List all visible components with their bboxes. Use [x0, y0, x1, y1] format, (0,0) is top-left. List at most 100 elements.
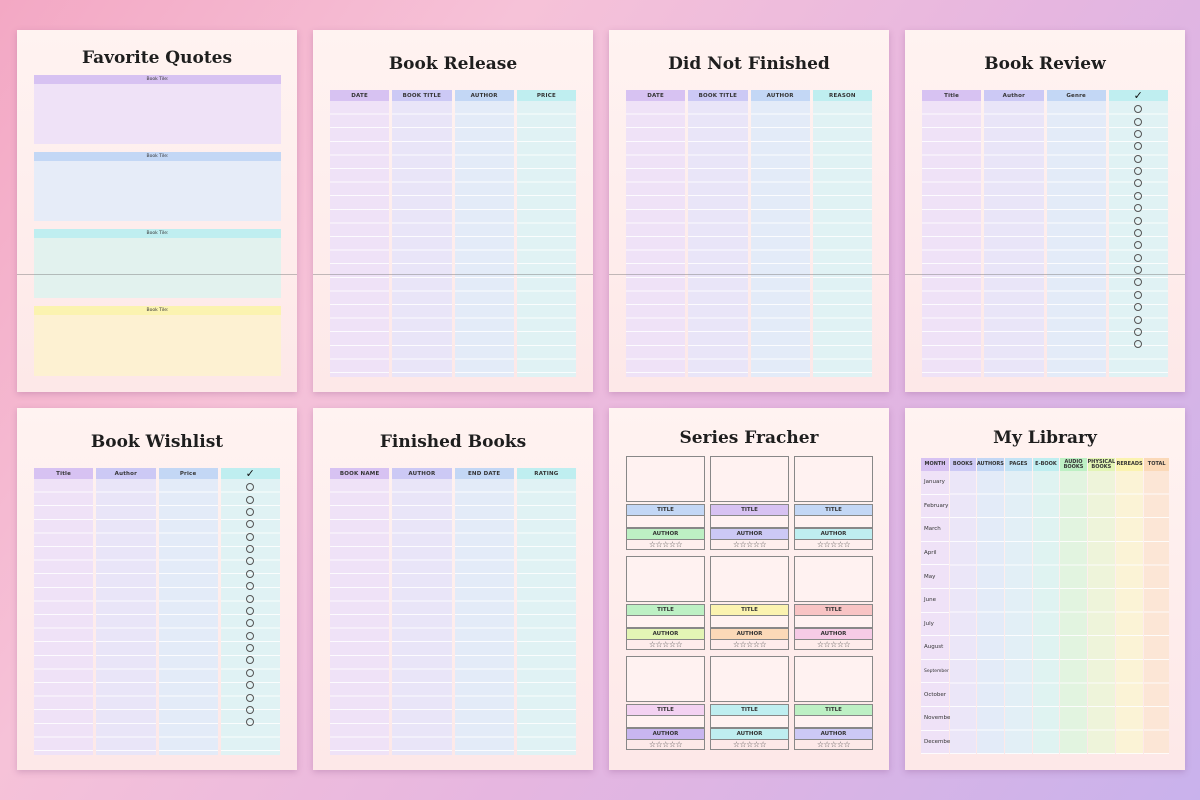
column-body[interactable] [984, 101, 1044, 377]
checkbox-circle[interactable] [1134, 167, 1143, 176]
series-title-field[interactable] [794, 716, 873, 728]
checkbox-circle[interactable] [246, 644, 255, 653]
checkbox-circle[interactable] [1134, 204, 1143, 213]
checkbox-circle[interactable] [1134, 117, 1143, 126]
column-body[interactable] [34, 479, 94, 755]
checkbox-circle[interactable] [1134, 278, 1143, 287]
checkbox-circle[interactable] [1134, 105, 1143, 114]
checkbox-circle[interactable] [246, 681, 255, 690]
series-cover-box[interactable] [794, 556, 873, 602]
column-body[interactable] [1115, 471, 1144, 754]
checkbox-circle[interactable] [246, 693, 255, 702]
checkbox-circle[interactable] [1134, 327, 1143, 336]
series-title-field[interactable] [710, 616, 789, 628]
checkbox-circle[interactable] [1134, 303, 1143, 312]
checkbox-circle[interactable] [246, 569, 255, 578]
checkbox-circle[interactable] [1134, 216, 1143, 225]
series-cover-box[interactable] [710, 556, 789, 602]
column-body[interactable] [1060, 471, 1087, 754]
star-rating-icon[interactable]: ☆☆☆☆☆ [794, 640, 873, 650]
column-body[interactable] [1144, 471, 1169, 754]
series-cover-box[interactable] [794, 656, 873, 702]
checkbox-circle[interactable] [246, 594, 255, 603]
column-body[interactable] [454, 101, 514, 377]
series-cover-box[interactable] [626, 656, 705, 702]
series-title-field[interactable] [710, 716, 789, 728]
column-body[interactable] [516, 479, 576, 755]
quote-area[interactable] [34, 161, 281, 221]
checkbox-circle[interactable] [246, 656, 255, 665]
checkbox-circle[interactable] [1134, 253, 1143, 262]
checkbox-circle[interactable] [246, 668, 255, 677]
series-cover-box[interactable] [710, 656, 789, 702]
checkbox-circle[interactable] [1134, 241, 1143, 250]
series-title-field[interactable] [794, 616, 873, 628]
star-rating-icon[interactable]: ☆☆☆☆☆ [626, 740, 705, 750]
series-cover-box[interactable] [710, 456, 789, 502]
column-body[interactable] [1005, 471, 1032, 754]
quote-area[interactable] [34, 238, 281, 298]
column-body[interactable] [950, 471, 976, 754]
star-rating-icon[interactable]: ☆☆☆☆☆ [626, 640, 705, 650]
checkbox-circle[interactable] [246, 606, 255, 615]
checkbox-circle[interactable] [1134, 228, 1143, 237]
column-body[interactable] [516, 101, 576, 377]
checkbox-circle[interactable] [1134, 266, 1143, 275]
column-body[interactable] [158, 479, 218, 755]
checkbox-circle[interactable] [246, 495, 255, 504]
checkbox-circle[interactable] [246, 582, 255, 591]
checkbox-circle[interactable] [1134, 191, 1143, 200]
quote-area[interactable] [34, 315, 281, 376]
checkbox-circle[interactable] [246, 557, 255, 566]
column-body[interactable] [750, 101, 810, 377]
column-body[interactable] [812, 101, 872, 377]
series-title-field[interactable] [626, 516, 705, 528]
series-cover-box[interactable] [626, 556, 705, 602]
column-body[interactable] [330, 101, 390, 377]
series-cover-box[interactable] [626, 456, 705, 502]
checkbox-circle[interactable] [246, 619, 255, 628]
column-body[interactable] [688, 101, 748, 377]
column-body[interactable] [1046, 101, 1106, 377]
checkbox-circle[interactable] [246, 532, 255, 541]
star-rating-icon[interactable]: ☆☆☆☆☆ [794, 740, 873, 750]
column-body[interactable] [1032, 471, 1060, 754]
column-body[interactable] [922, 101, 982, 377]
series-title-field[interactable] [626, 716, 705, 728]
checkbox-circle[interactable] [1134, 154, 1143, 163]
checkbox-circle[interactable] [246, 631, 255, 640]
column-header: BOOK TITLE [688, 90, 748, 101]
column-body[interactable] [96, 479, 156, 755]
column-body[interactable] [976, 471, 1005, 754]
checkbox-circle[interactable] [246, 545, 255, 554]
series-title-field[interactable] [626, 616, 705, 628]
star-rating-icon[interactable]: ☆☆☆☆☆ [710, 740, 789, 750]
column-body[interactable] [454, 479, 514, 755]
series-title-field[interactable] [794, 516, 873, 528]
checkbox-circle[interactable] [1134, 340, 1143, 349]
checkbox-circle[interactable] [1134, 290, 1143, 299]
star-rating-icon[interactable]: ☆☆☆☆☆ [710, 640, 789, 650]
checkbox-circle[interactable] [1134, 315, 1143, 324]
checkbox-circle[interactable] [246, 507, 255, 516]
column-body[interactable] [392, 479, 452, 755]
column-body[interactable] [330, 479, 390, 755]
release-table: DATE BOOK TITLE AUTHOR PRICE [330, 90, 576, 377]
star-rating-icon[interactable]: ☆☆☆☆☆ [794, 540, 873, 550]
column-header: BOOKS [950, 458, 976, 471]
star-rating-icon[interactable]: ☆☆☆☆☆ [710, 540, 789, 550]
quote-area[interactable] [34, 84, 281, 144]
checkbox-circle[interactable] [246, 705, 255, 714]
checkbox-circle[interactable] [246, 483, 255, 492]
checkbox-circle[interactable] [1134, 142, 1143, 151]
checkbox-circle[interactable] [1134, 129, 1143, 138]
column-body[interactable] [626, 101, 686, 377]
star-rating-icon[interactable]: ☆☆☆☆☆ [626, 540, 705, 550]
series-title-field[interactable] [710, 516, 789, 528]
column-body[interactable] [1087, 471, 1115, 754]
checkbox-circle[interactable] [246, 718, 255, 727]
column-body[interactable] [392, 101, 452, 377]
checkbox-circle[interactable] [246, 520, 255, 529]
checkbox-circle[interactable] [1134, 179, 1143, 188]
series-cover-box[interactable] [794, 456, 873, 502]
